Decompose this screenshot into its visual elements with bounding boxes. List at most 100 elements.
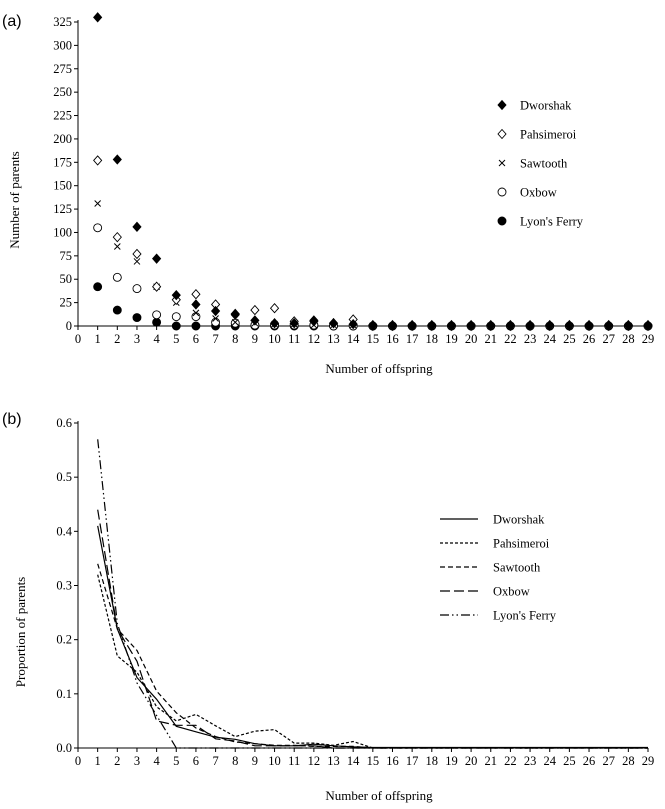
panel-b-y-ticks: 0.0 0.1 0.2 0.3 0.4 0.5 0.6 xyxy=(56,416,78,755)
y-tick-label: 0.3 xyxy=(56,579,72,593)
x-tick-label: 14 xyxy=(347,332,360,346)
data-point xyxy=(250,304,260,316)
data-point xyxy=(112,305,122,315)
data-point xyxy=(152,253,162,264)
y-tick-label: 25 xyxy=(60,296,73,310)
y-tick-label: 0.6 xyxy=(56,416,72,430)
x-tick-label: 14 xyxy=(347,754,360,768)
y-tick-label: 125 xyxy=(53,202,72,216)
data-point xyxy=(171,321,181,331)
panel-a-x-ticks: 0 1 2 3 4 5 6 7 8 9 10 11 12 13 14 15 16 17 18 19 20 21 22 23 24… xyxy=(75,326,654,346)
panel-b-x-axis-title: Number of offspring xyxy=(325,788,433,803)
y-tick-label: 50 xyxy=(60,272,73,286)
data-point xyxy=(93,223,103,233)
data-point xyxy=(211,317,221,327)
series-line-oxbow xyxy=(97,509,648,749)
x-tick-label: 26 xyxy=(583,754,596,768)
x-tick-label: 28 xyxy=(622,332,635,346)
x-tick-label: 25 xyxy=(563,332,576,346)
legend-marker-stroke xyxy=(498,159,506,167)
data-point xyxy=(171,289,181,301)
x-tick-label: 18 xyxy=(426,754,439,768)
x-tick-label: 3 xyxy=(134,754,140,768)
x-tick-label: 28 xyxy=(622,754,635,768)
data-point xyxy=(152,281,162,292)
legend-label: Dworshak xyxy=(520,99,572,113)
x-tick-label: 23 xyxy=(524,332,537,346)
data-point xyxy=(309,315,319,326)
legend-label: Sawtooth xyxy=(520,157,568,171)
y-tick-label: 275 xyxy=(53,62,72,76)
x-tick-label: 6 xyxy=(193,754,199,768)
x-tick-label: 10 xyxy=(268,754,281,768)
x-tick-label: 7 xyxy=(212,332,218,346)
series-dworshak xyxy=(93,12,653,331)
data-point xyxy=(387,319,398,331)
x-tick-label: 17 xyxy=(406,332,419,346)
x-tick-label: 27 xyxy=(602,754,615,768)
x-tick-label: 16 xyxy=(386,754,399,768)
data-point xyxy=(643,319,653,331)
x-tick-label: 23 xyxy=(524,754,537,768)
data-point xyxy=(191,312,201,322)
y-tick-label: 325 xyxy=(53,15,72,29)
data-point xyxy=(191,299,201,310)
y-tick-label: 225 xyxy=(53,109,72,123)
y-tick-label: 75 xyxy=(60,249,73,263)
x-tick-label: 19 xyxy=(445,754,458,768)
data-point xyxy=(93,282,103,292)
data-point xyxy=(94,200,102,207)
legend-label: Oxbow xyxy=(493,585,530,599)
y-tick-label: 0 xyxy=(66,319,72,333)
data-point-stroke xyxy=(94,200,102,207)
data-point-stroke xyxy=(212,315,219,322)
data-point xyxy=(230,318,240,328)
legend-label: Pahsimeroi xyxy=(520,128,577,142)
data-point xyxy=(210,305,221,317)
x-tick-label: 13 xyxy=(327,754,340,768)
x-tick-label: 1 xyxy=(95,754,101,768)
data-point-stroke xyxy=(133,258,141,265)
data-point xyxy=(192,309,200,317)
panel-a-y-ticks: 0 25 50 75 100 125 150 175 200 225 250 275 300 325 xyxy=(53,15,78,333)
x-tick-label: 19 xyxy=(445,332,458,346)
x-tick-label: 17 xyxy=(406,754,419,768)
data-point xyxy=(133,258,141,265)
x-tick-label: 9 xyxy=(252,332,258,346)
data-point xyxy=(427,319,437,331)
data-point xyxy=(152,310,162,320)
data-point xyxy=(525,319,535,331)
data-point xyxy=(93,155,103,166)
x-tick-label: 22 xyxy=(504,332,517,346)
x-tick-label: 24 xyxy=(543,754,556,768)
x-tick-label: 0 xyxy=(75,332,81,346)
data-point xyxy=(269,318,280,329)
x-tick-label: 0 xyxy=(75,754,81,768)
x-tick-label: 15 xyxy=(367,332,380,346)
x-tick-label: 29 xyxy=(642,332,655,346)
data-point xyxy=(407,319,417,331)
legend-label: Dworshak xyxy=(493,513,545,527)
series-line-sawtooth xyxy=(97,563,648,749)
x-tick-label: 24 xyxy=(543,332,556,346)
x-tick-label: 12 xyxy=(308,332,321,346)
y-tick-label: 0.1 xyxy=(56,687,72,701)
x-tick-label: 11 xyxy=(288,754,300,768)
y-tick-label: 0.2 xyxy=(56,633,72,647)
x-tick-label: 4 xyxy=(153,332,160,346)
data-point xyxy=(584,319,594,331)
data-point xyxy=(132,284,142,294)
data-point xyxy=(505,319,516,331)
panel-b-y-axis-title: Proportion of parents xyxy=(13,577,28,687)
legend-label: Pahsimeroi xyxy=(493,537,550,551)
legend-marker xyxy=(497,99,507,111)
x-tick-label: 3 xyxy=(134,332,140,346)
legend-label: Lyon's Ferry xyxy=(493,609,557,623)
y-tick-label: 175 xyxy=(53,155,72,169)
legend-label: Sawtooth xyxy=(493,561,541,575)
data-point xyxy=(269,303,280,314)
x-tick-label: 20 xyxy=(465,754,478,768)
panel-b: (b) 0 1 2 3 4 5 6 7 8 9 10 11 12 13 14 15 16 17 18 19 20 21 22… xyxy=(2,411,654,803)
data-point xyxy=(112,272,122,282)
x-tick-label: 29 xyxy=(642,754,655,768)
